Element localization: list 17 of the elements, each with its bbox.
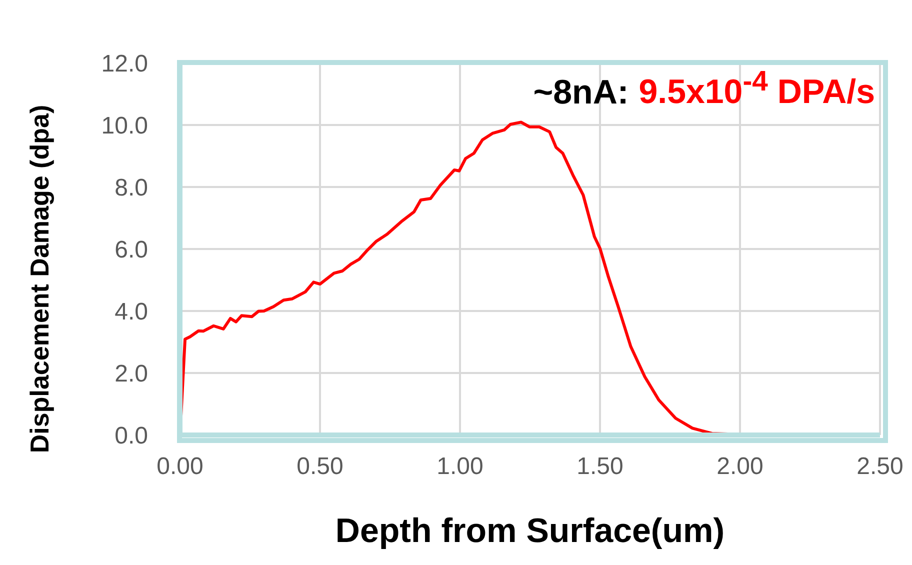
annotation: 9.5x10$^{-4}$ DPA/s	[638, 66, 875, 112]
y-axis-title: Displacement Damage (dpa)	[24, 104, 56, 454]
x-tick-label: 2.00	[716, 453, 764, 480]
x-tick-label: 1.00	[436, 453, 484, 480]
y-tick-label: 6.0	[114, 236, 148, 264]
annotation: ~8nA:	[533, 73, 629, 112]
x-tick-label: 0.00	[156, 453, 204, 480]
x-tick-label: 2.50	[856, 453, 904, 480]
y-tick-label: 0.0	[114, 422, 148, 450]
y-tick-label: 10.0	[101, 112, 148, 140]
y-tick-label: 8.0	[114, 174, 148, 202]
x-tick-label: 1.50	[576, 453, 624, 480]
x-tick-label: 0.50	[296, 453, 344, 480]
x-axis-title: Depth from Surface(um)	[334, 512, 726, 551]
y-tick-label: 2.0	[114, 360, 148, 388]
y-tick-label: 12.0	[101, 50, 148, 78]
y-tick-label: 4.0	[114, 298, 148, 326]
